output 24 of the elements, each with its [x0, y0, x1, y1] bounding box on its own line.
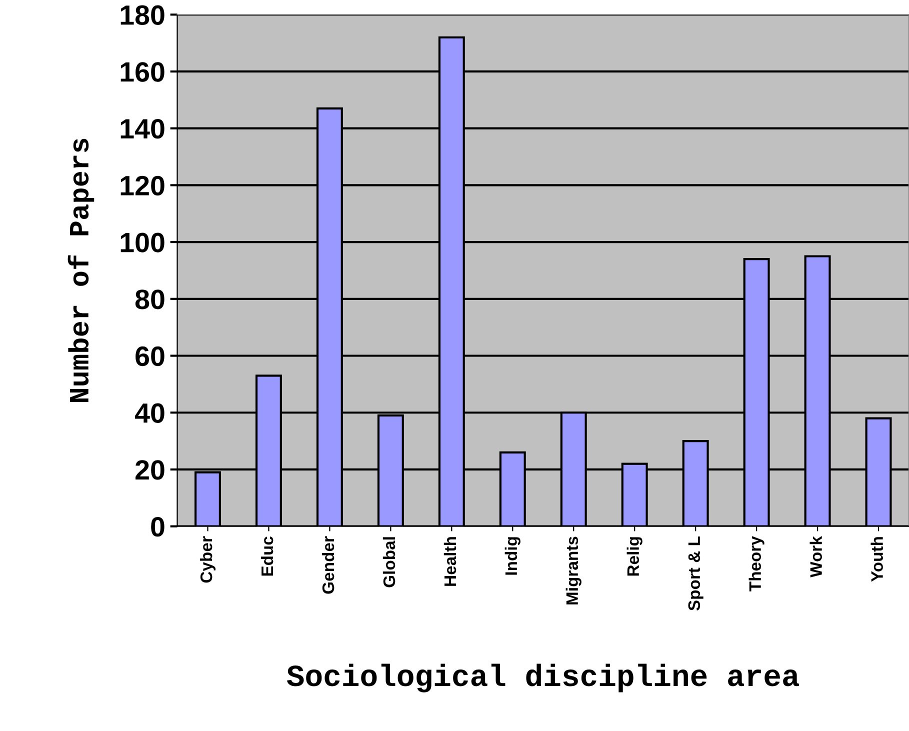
x-tick-label: Educ	[260, 536, 274, 576]
x-tick-label: Sport & L	[688, 536, 704, 611]
x-tick-label: Migrants	[566, 536, 582, 604]
x-tick-label: Youth	[870, 537, 883, 582]
x-tick-label: Gender	[322, 536, 334, 594]
y-tick-label: 120	[120, 176, 164, 196]
y-tick-label: 100	[120, 232, 164, 252]
y-tick-label: 180	[120, 5, 164, 25]
y-tick-label: 40	[134, 403, 164, 423]
y-tick-label: 20	[136, 460, 164, 480]
x-tick-label: Global	[382, 537, 396, 588]
x-axis-title: Sociological discipline area	[286, 664, 800, 692]
y-tick-label: 160	[120, 62, 164, 82]
y-tick-label: 60	[136, 346, 164, 366]
y-tick-label: 80	[135, 290, 164, 310]
x-tick-label: Theory	[748, 536, 764, 592]
y-tick-label: 140	[120, 119, 164, 139]
x-tick-label: Health	[444, 537, 456, 586]
y-tick-label: 0	[151, 516, 164, 537]
x-tick-label: Indig	[504, 537, 520, 575]
x-tick-label: Cyber	[200, 536, 216, 583]
y-axis-title: Number of Papers	[68, 138, 94, 402]
x-tick-label: Relig	[626, 537, 642, 576]
x-tick-label: Work	[810, 536, 822, 578]
